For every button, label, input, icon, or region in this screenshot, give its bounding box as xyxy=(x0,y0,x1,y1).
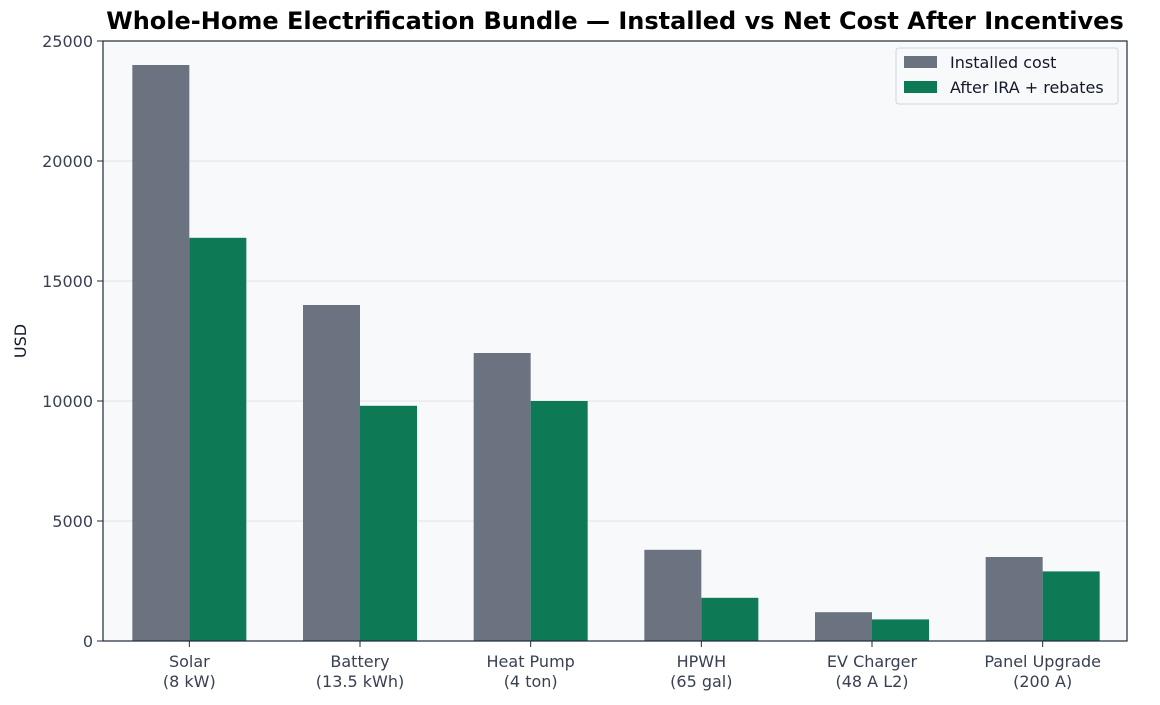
y-tick-label: 20000 xyxy=(42,152,93,171)
chart-title: Whole-Home Electrification Bundle — Inst… xyxy=(106,7,1124,35)
bar xyxy=(815,612,872,641)
gridlines xyxy=(103,160,1127,522)
y-tick-label: 5000 xyxy=(52,512,93,531)
bar xyxy=(1042,571,1100,641)
y-tick-label: 15000 xyxy=(42,272,93,291)
bar xyxy=(985,557,1043,641)
x-axis: Solar (8 kW) Battery (13.5 kWh) Heat Pump (4 … xyxy=(163,641,1101,691)
bar xyxy=(303,305,360,641)
plot-background xyxy=(103,41,1127,641)
x-tick-label: HPWH (65 gal) xyxy=(670,652,732,691)
bar xyxy=(701,597,759,641)
y-tick-label: 0 xyxy=(83,632,93,651)
y-tick-label: 10000 xyxy=(42,392,93,411)
bars xyxy=(132,65,1100,642)
x-tick-label: EV Charger (48 A L2) xyxy=(827,652,918,691)
legend-frame xyxy=(895,47,1119,105)
plot-frame xyxy=(102,40,1128,642)
y-axis-label: USD xyxy=(11,324,30,358)
y-axis: 0 5000 10000 15000 20000 25000 xyxy=(42,32,103,651)
legend-label: Installed cost xyxy=(950,53,1056,72)
bar xyxy=(132,65,190,641)
legend: Installed cost After IRA + rebates xyxy=(895,47,1119,105)
legend-swatch xyxy=(904,81,937,93)
bar xyxy=(189,237,247,642)
bar xyxy=(530,401,588,641)
bar xyxy=(360,405,417,641)
bar xyxy=(644,549,702,641)
x-tick-label: Heat Pump (4 ton) xyxy=(487,652,575,691)
y-tick-label: 25000 xyxy=(42,32,93,51)
bar xyxy=(872,619,929,641)
bar xyxy=(473,353,531,641)
x-tick-label: Battery (13.5 kWh) xyxy=(316,652,404,691)
x-tick-label: Solar (8 kW) xyxy=(163,652,216,691)
legend-label: After IRA + rebates xyxy=(950,78,1104,97)
legend-swatch xyxy=(904,56,937,68)
x-tick-label: Panel Upgrade (200 A) xyxy=(984,652,1101,691)
